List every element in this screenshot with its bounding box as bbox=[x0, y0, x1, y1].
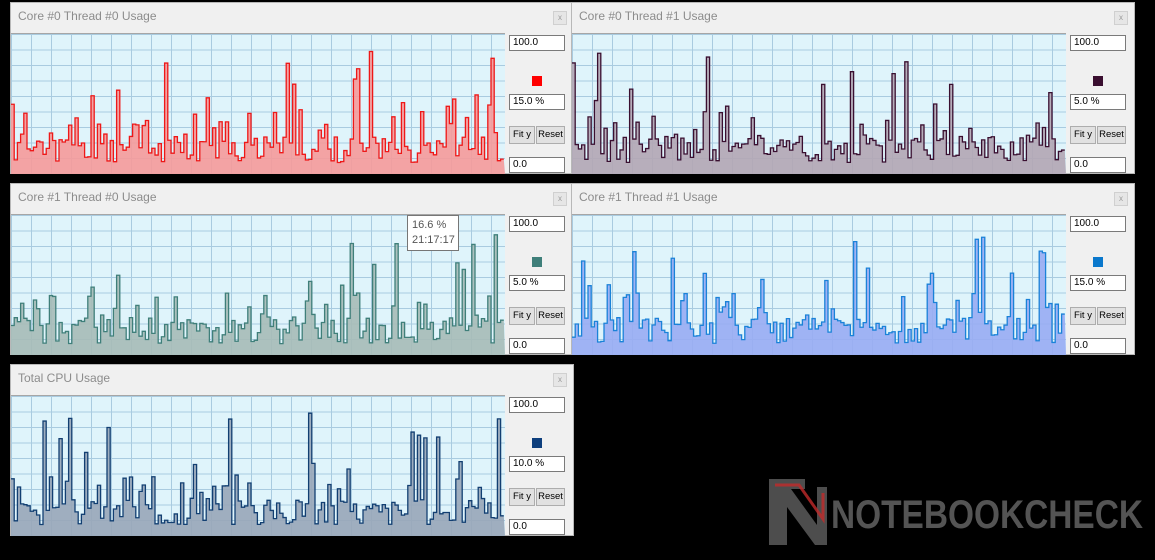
min-value-field[interactable]: 0.0 bbox=[509, 157, 565, 173]
usage-graph-svg bbox=[11, 34, 505, 174]
usage-graph[interactable] bbox=[11, 33, 505, 174]
reset-button[interactable]: Reset bbox=[536, 307, 565, 325]
min-value-field[interactable]: 0.0 bbox=[509, 338, 565, 354]
usage-graph-svg bbox=[11, 396, 505, 536]
max-value-field[interactable]: 100.0 bbox=[1070, 216, 1126, 232]
min-value-field[interactable]: 0.0 bbox=[1070, 338, 1126, 354]
fit-y-button[interactable]: Fit y bbox=[509, 307, 535, 325]
max-value-field[interactable]: 100.0 bbox=[509, 397, 565, 413]
panel-core0-thread0: Core #0 Thread #0 Usage x 100.0 15.0 % F… bbox=[10, 2, 574, 174]
panel-title: Total CPU Usage bbox=[18, 371, 111, 385]
panel-controls: 100.0 5.0 % Fit y Reset 0.0 bbox=[507, 214, 573, 354]
reset-button[interactable]: Reset bbox=[536, 488, 565, 506]
reset-button[interactable]: Reset bbox=[1097, 307, 1126, 325]
panel-controls: 100.0 15.0 % Fit y Reset 0.0 bbox=[507, 33, 573, 173]
usage-area bbox=[572, 237, 1066, 355]
min-value-field[interactable]: 0.0 bbox=[509, 519, 565, 535]
panel-title: Core #0 Thread #1 Usage bbox=[579, 9, 718, 23]
series-color-swatch[interactable] bbox=[532, 257, 542, 267]
reset-button[interactable]: Reset bbox=[536, 126, 565, 144]
fit-y-button[interactable]: Fit y bbox=[1070, 126, 1096, 144]
panel-title: Core #1 Thread #1 Usage bbox=[579, 190, 718, 204]
reset-button[interactable]: Reset bbox=[1097, 126, 1126, 144]
notebookcheck-watermark: NOTEBOOKCHECK bbox=[769, 479, 1143, 545]
series-color-swatch[interactable] bbox=[1093, 76, 1103, 86]
panel-title: Core #1 Thread #0 Usage bbox=[18, 190, 157, 204]
graph-tooltip: 16.6 % 21:17:17 bbox=[407, 215, 459, 251]
panel-total-cpu: Total CPU Usage x 100.0 10.0 % Fit y Res… bbox=[10, 364, 574, 536]
close-button[interactable]: x bbox=[1114, 192, 1128, 206]
panel-core1-thread1: Core #1 Thread #1 Usage x 100.0 15.0 % F… bbox=[571, 183, 1135, 355]
panel-controls: 100.0 10.0 % Fit y Reset 0.0 bbox=[507, 395, 573, 535]
usage-line bbox=[11, 412, 504, 526]
min-value-field[interactable]: 0.0 bbox=[1070, 157, 1126, 173]
panel-core0-thread1: Core #0 Thread #1 Usage x 100.0 5.0 % Fi… bbox=[571, 2, 1135, 174]
usage-area bbox=[11, 51, 505, 174]
tooltip-time: 21:17:17 bbox=[412, 234, 455, 246]
usage-graph[interactable] bbox=[572, 33, 1066, 174]
series-color-swatch[interactable] bbox=[532, 76, 542, 86]
series-color-swatch[interactable] bbox=[1093, 257, 1103, 267]
current-value-field[interactable]: 10.0 % bbox=[509, 456, 565, 472]
close-button[interactable]: x bbox=[553, 192, 567, 206]
max-value-field[interactable]: 100.0 bbox=[1070, 35, 1126, 51]
max-value-field[interactable]: 100.0 bbox=[509, 216, 565, 232]
current-value-field[interactable]: 15.0 % bbox=[1070, 275, 1126, 291]
current-value-field[interactable]: 5.0 % bbox=[509, 275, 565, 291]
panel-controls: 100.0 15.0 % Fit y Reset 0.0 bbox=[1068, 214, 1134, 354]
panel-core1-thread0: Core #1 Thread #0 Usage x 100.0 5.0 % Fi… bbox=[10, 183, 574, 355]
watermark-text: NOTEBOOKCHECK bbox=[831, 493, 1143, 537]
usage-line bbox=[572, 52, 1065, 164]
usage-line bbox=[572, 236, 1065, 344]
usage-area bbox=[572, 53, 1066, 174]
usage-line bbox=[11, 234, 504, 345]
panel-controls: 100.0 5.0 % Fit y Reset 0.0 bbox=[1068, 33, 1134, 173]
fit-y-button[interactable]: Fit y bbox=[509, 488, 535, 506]
close-button[interactable]: x bbox=[1114, 11, 1128, 25]
usage-graph-svg bbox=[11, 215, 505, 355]
notebookcheck-logo-icon bbox=[769, 479, 827, 545]
usage-graph[interactable] bbox=[11, 395, 505, 536]
tooltip-value: 16.6 % bbox=[412, 219, 447, 231]
max-value-field[interactable]: 100.0 bbox=[509, 35, 565, 51]
current-value-field[interactable]: 15.0 % bbox=[509, 94, 565, 110]
close-button[interactable]: x bbox=[553, 373, 567, 387]
close-button[interactable]: x bbox=[553, 11, 567, 25]
series-color-swatch[interactable] bbox=[532, 438, 542, 448]
fit-y-button[interactable]: Fit y bbox=[509, 126, 535, 144]
current-value-field[interactable]: 5.0 % bbox=[1070, 94, 1126, 110]
panel-title: Core #0 Thread #0 Usage bbox=[18, 9, 157, 23]
usage-line bbox=[11, 50, 504, 164]
fit-y-button[interactable]: Fit y bbox=[1070, 307, 1096, 325]
usage-area bbox=[11, 234, 505, 355]
usage-graph[interactable] bbox=[572, 214, 1066, 355]
usage-graph-svg bbox=[572, 34, 1066, 174]
usage-graph-svg bbox=[572, 215, 1066, 355]
